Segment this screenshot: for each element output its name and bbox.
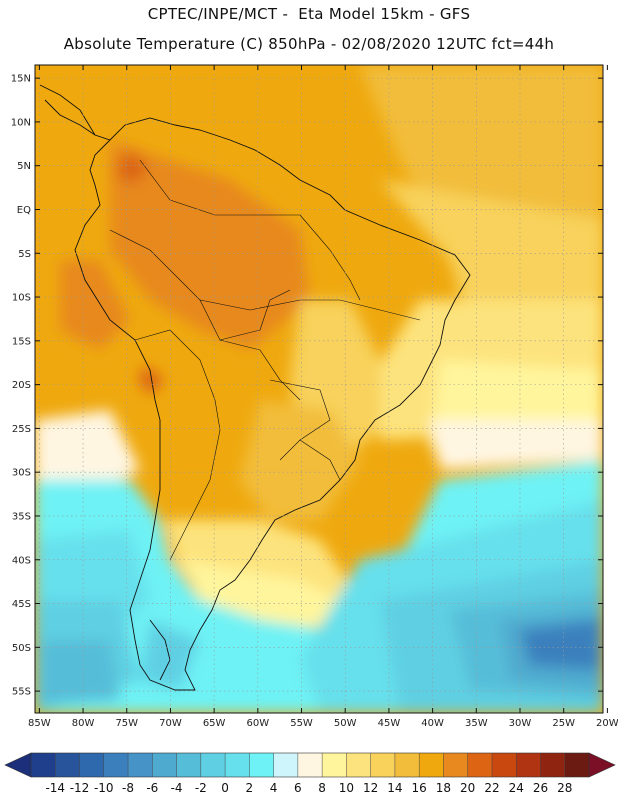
colorbar-tick-label: 14 xyxy=(387,781,402,795)
lon-tick-label: 70W xyxy=(159,718,182,729)
colorbar-tick-label: 18 xyxy=(436,781,451,795)
lon-tick-label: 85W xyxy=(28,718,51,729)
lat-tick-label: 10N xyxy=(11,117,31,128)
colorbar-swatch xyxy=(394,753,420,777)
colorbar-swatch xyxy=(79,753,105,777)
colorbar-tick-label: 16 xyxy=(412,781,427,795)
colorbar-swatch xyxy=(346,753,371,777)
temperature-field xyxy=(35,65,603,713)
lat-tick-label: 35S xyxy=(12,511,31,522)
colorbar-tick-label: 6 xyxy=(294,781,302,795)
lat-tick-label: 10S xyxy=(12,293,31,304)
colorbar-over-arrow xyxy=(588,752,616,778)
lat-tick-label: 25S xyxy=(12,424,31,435)
lat-tick-label: 45S xyxy=(12,599,31,610)
colorbar xyxy=(4,752,616,778)
lon-tick-label: 25W xyxy=(552,718,575,729)
colorbar-swatch xyxy=(540,753,566,777)
lon-tick-label: 40W xyxy=(421,718,444,729)
colorbar-swatch xyxy=(176,753,202,777)
colorbar-swatch xyxy=(200,753,226,777)
colorbar-swatch xyxy=(297,753,323,777)
colorbar-tick-label: -10 xyxy=(94,781,114,795)
colorbar-tick-label: 26 xyxy=(533,781,548,795)
lat-tick-label: 15S xyxy=(12,336,31,347)
lon-tick-label: 50W xyxy=(334,718,357,729)
colorbar-swatch xyxy=(152,753,177,777)
colorbar-swatch xyxy=(516,753,541,777)
lon-tick-label: 75W xyxy=(115,718,138,729)
colorbar-frame xyxy=(30,752,590,778)
lat-tick-label: 30S xyxy=(12,468,31,479)
colorbar-swatch xyxy=(467,753,493,777)
colorbar-tick-label: 22 xyxy=(484,781,499,795)
colorbar-swatch xyxy=(443,753,468,777)
colorbar-tick-label: 24 xyxy=(509,781,524,795)
lon-tick-label: 80W xyxy=(72,718,95,729)
colorbar-labels: -14 -12 -10 -8 -6 -4 -2 0 2 4 6 8 10 12 14 16 18 20 22 24 26… xyxy=(45,781,572,795)
colorbar-swatch xyxy=(273,753,299,777)
lon-tick-label: 20W xyxy=(596,718,618,729)
chart-subtitle: Absolute Temperature (C) 850hPa - 02/08/… xyxy=(63,35,555,53)
lon-tick-label: 55W xyxy=(290,718,313,729)
colorbar-swatch xyxy=(128,753,153,777)
lat-tick-label: 15N xyxy=(11,74,31,85)
colorbar-swatch xyxy=(491,753,517,777)
longitude-labels: 85W 80W 75W 70W 65W 60W 55W 50W 45W 40W 35W 30W 25W 2… xyxy=(28,718,618,729)
lat-tick-label: 5S xyxy=(18,249,31,260)
lat-tick-label: 5N xyxy=(17,161,31,172)
colorbar-tick-label: -8 xyxy=(122,781,134,795)
colorbar-tick-label: -12 xyxy=(70,781,90,795)
lon-tick-label: 30W xyxy=(509,718,532,729)
colorbar-swatch xyxy=(564,753,590,777)
lon-tick-label: 60W xyxy=(247,718,270,729)
colorbar-tick-label: 12 xyxy=(363,781,378,795)
colorbar-tick-label: 0 xyxy=(221,781,229,795)
lat-tick-label: 40S xyxy=(12,555,31,566)
latitude-labels: 15N 10N 5N EQ 5S 10S 15S 20S 25S 30S 35S 40S 45S 50S 5… xyxy=(11,74,31,698)
lat-tick-label: EQ xyxy=(17,205,31,216)
lat-tick-label: 50S xyxy=(12,643,31,654)
colorbar-tick-label: -4 xyxy=(171,781,183,795)
colorbar-swatch xyxy=(55,753,80,777)
colorbar-swatch xyxy=(31,753,56,777)
colorbar-swatch xyxy=(419,753,444,777)
colorbar-tick-label: -14 xyxy=(45,781,65,795)
colorbar-tick-label: -2 xyxy=(195,781,207,795)
colorbar-tick-label: 28 xyxy=(557,781,572,795)
colorbar-tick-label: 8 xyxy=(318,781,326,795)
colorbar-swatch xyxy=(370,753,396,777)
colorbar-swatch xyxy=(103,753,129,777)
colorbar-tick-label: 4 xyxy=(270,781,278,795)
colorbar-under-arrow xyxy=(4,752,32,778)
lon-tick-label: 35W xyxy=(465,718,488,729)
lon-tick-label: 45W xyxy=(378,718,401,729)
colorbar-tick-label: 10 xyxy=(339,781,354,795)
map-frame xyxy=(34,64,604,714)
colorbar-tick-label: -6 xyxy=(146,781,158,795)
axis-ticks xyxy=(35,65,608,713)
colorbar-tick-label: 2 xyxy=(246,781,254,795)
graticule xyxy=(35,65,603,713)
lat-tick-label: 20S xyxy=(12,380,31,391)
coastline xyxy=(39,84,471,691)
chart-title: CPTEC/INPE/MCT - Eta Model 15km - GFS xyxy=(147,5,471,23)
lon-tick-label: 65W xyxy=(203,718,226,729)
lat-tick-label: 55S xyxy=(12,687,31,698)
colorbar-tick-label: 20 xyxy=(460,781,475,795)
colorbar-swatch xyxy=(225,753,250,777)
colorbar-swatch xyxy=(249,753,274,777)
country-borders xyxy=(109,159,421,561)
colorbar-swatch xyxy=(322,753,347,777)
